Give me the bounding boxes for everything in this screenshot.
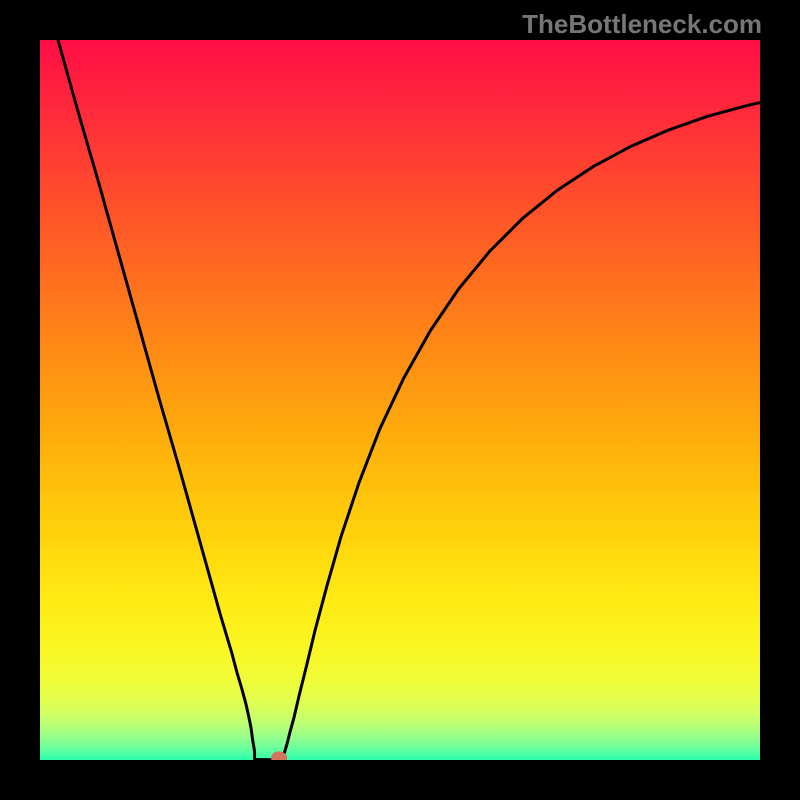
chart-container: TheBottleneck.com xyxy=(0,0,800,800)
watermark-text: TheBottleneck.com xyxy=(522,9,762,40)
bottleneck-curve xyxy=(58,40,760,760)
plot-area xyxy=(40,40,760,760)
curve-overlay xyxy=(40,40,760,760)
